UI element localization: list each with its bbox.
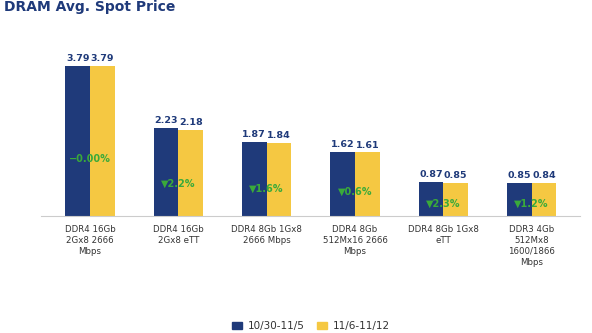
Bar — [90, 66, 115, 216]
Text: 0.84: 0.84 — [532, 171, 556, 180]
Text: 3.79: 3.79 — [91, 54, 114, 63]
Text: 1.84: 1.84 — [267, 132, 291, 141]
Bar — [355, 153, 379, 216]
Text: 2.18: 2.18 — [179, 118, 202, 127]
Text: 1.87: 1.87 — [242, 130, 266, 139]
Bar — [178, 130, 203, 216]
Legend: 10/30-11/5, 11/6-11/12: 10/30-11/5, 11/6-11/12 — [228, 317, 394, 333]
Text: ▼2.2%: ▼2.2% — [161, 178, 195, 188]
Text: ▼2.3%: ▼2.3% — [426, 198, 461, 208]
Bar — [419, 182, 443, 216]
Text: 1.61: 1.61 — [356, 141, 379, 150]
Bar — [266, 143, 291, 216]
Text: Last update NOVEMBER. 13  2024: Last update NOVEMBER. 13 2024 — [9, 314, 175, 324]
Bar — [153, 128, 178, 216]
Text: 0.87: 0.87 — [419, 170, 443, 179]
Text: ▼1.6%: ▼1.6% — [249, 183, 284, 193]
Bar — [532, 183, 556, 216]
Bar — [507, 182, 532, 216]
Text: 0.85: 0.85 — [507, 171, 531, 180]
Text: 0.85: 0.85 — [444, 171, 468, 180]
Bar — [65, 66, 90, 216]
Bar — [330, 152, 355, 216]
Text: 3.79: 3.79 — [66, 54, 89, 63]
Text: 1.62: 1.62 — [331, 140, 355, 149]
Text: ▼1.2%: ▼1.2% — [514, 199, 549, 209]
Text: −0.00%: −0.00% — [69, 154, 111, 164]
Text: 2.23: 2.23 — [154, 116, 178, 125]
Bar — [242, 142, 266, 216]
Bar — [443, 182, 468, 216]
Text: ▼0.6%: ▼0.6% — [337, 187, 372, 197]
Text: DRAM Avg. Spot Price: DRAM Avg. Spot Price — [4, 0, 175, 14]
